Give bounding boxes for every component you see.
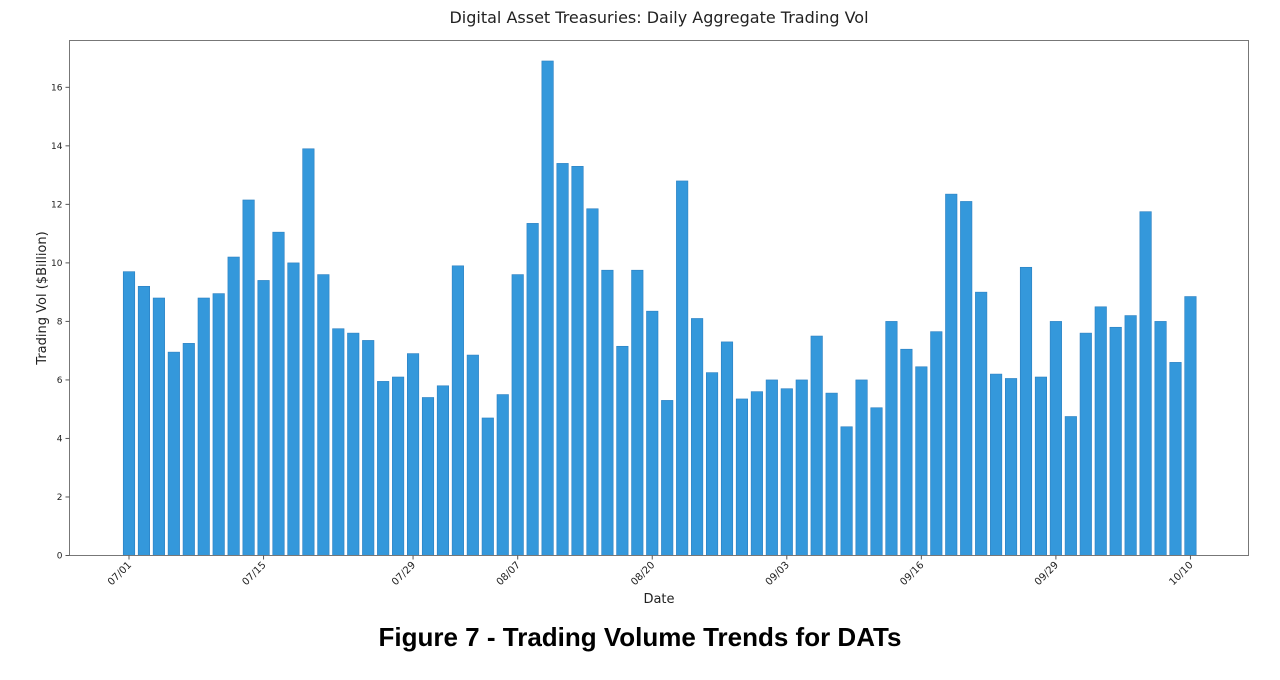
bar — [780, 388, 793, 556]
y-tick-label: 0 — [57, 552, 63, 562]
bar — [212, 293, 225, 556]
bar — [750, 391, 763, 556]
figure-caption: Figure 7 - Trading Volume Trends for DAT… — [378, 622, 902, 652]
y-tick-label: 6 — [57, 376, 63, 386]
y-tick-label: 4 — [57, 434, 63, 444]
bar — [272, 231, 285, 556]
bar — [795, 379, 808, 556]
x-tick-label: 09/16 — [898, 560, 926, 588]
bar — [705, 372, 719, 556]
plot-frame — [69, 40, 1249, 556]
bar — [197, 297, 210, 556]
bar — [840, 426, 853, 556]
x-tick-label: 09/29 — [1033, 560, 1061, 588]
bar — [810, 335, 823, 556]
bar — [362, 340, 375, 556]
bar-chart: Digital Asset Treasuries: Daily Aggregat… — [35, 8, 1249, 607]
bar — [182, 343, 195, 556]
bar — [1109, 326, 1122, 556]
bar — [137, 285, 150, 556]
bar — [1094, 306, 1107, 556]
bar — [421, 397, 435, 556]
bar — [556, 163, 569, 556]
bar — [302, 148, 315, 556]
bar — [377, 381, 390, 556]
x-tick-label: 07/29 — [390, 560, 418, 588]
bar — [1079, 332, 1092, 556]
bar — [1184, 296, 1197, 556]
y-axis-label: Trading Vol ($Billion) — [35, 231, 50, 365]
bar — [1049, 321, 1062, 556]
bar — [1169, 362, 1182, 556]
bar — [765, 379, 778, 556]
y-tick-label: 2 — [57, 493, 63, 503]
bar — [332, 328, 345, 556]
y-tick-label: 14 — [51, 142, 63, 152]
bar — [631, 269, 644, 556]
bar — [242, 199, 255, 556]
x-tick-label: 09/03 — [764, 560, 792, 588]
bar — [347, 332, 360, 556]
bar — [870, 407, 883, 556]
bar — [541, 60, 554, 556]
bar — [601, 269, 614, 556]
bar — [586, 208, 599, 556]
y-axis: 0 2 4 6 8 10 12 14 16 — [51, 83, 70, 562]
bar — [960, 201, 973, 556]
bar — [1004, 378, 1018, 556]
bar — [735, 398, 749, 556]
bar — [257, 280, 270, 556]
bar — [616, 345, 629, 556]
bar — [661, 400, 674, 556]
bar — [287, 262, 300, 556]
x-tick-label: 08/07 — [495, 560, 523, 588]
bar — [1019, 266, 1033, 556]
bar — [451, 265, 464, 556]
x-tick-label: 08/20 — [629, 560, 657, 588]
bar — [930, 331, 943, 556]
bar — [152, 297, 165, 556]
bar — [571, 166, 584, 556]
bar — [406, 353, 420, 556]
x-tick-label: 10/10 — [1167, 560, 1195, 588]
bar — [392, 376, 405, 556]
bar — [227, 256, 240, 556]
bar — [945, 193, 958, 556]
y-tick-label: 16 — [51, 83, 63, 93]
bar — [1124, 315, 1137, 556]
y-tick-label: 10 — [51, 259, 63, 269]
bars-group — [122, 60, 1197, 556]
bar — [1064, 416, 1077, 556]
bar — [122, 271, 136, 556]
bar — [466, 354, 479, 556]
bar — [720, 341, 734, 556]
x-tick-label: 07/15 — [241, 560, 269, 588]
bar — [900, 348, 913, 556]
chart-title: Digital Asset Treasuries: Daily Aggregat… — [449, 8, 868, 27]
bar — [855, 379, 868, 556]
bar — [167, 351, 180, 556]
bar — [990, 373, 1003, 556]
x-axis-label: Date — [643, 592, 674, 607]
bar — [436, 385, 450, 556]
x-tick-label: 07/01 — [106, 560, 134, 588]
bar — [885, 321, 898, 556]
bar — [825, 392, 838, 556]
bar — [511, 274, 524, 556]
bar — [317, 274, 330, 556]
bar — [1139, 211, 1152, 556]
bar — [975, 291, 988, 556]
y-tick-label: 8 — [57, 317, 63, 327]
bar — [1034, 376, 1047, 556]
bar — [691, 318, 704, 556]
bar — [1154, 321, 1167, 556]
bar — [481, 417, 494, 556]
x-axis: 07/01 07/15 07/29 08/07 08/20 09/03 09/16 09/29… — [106, 555, 1196, 588]
bar — [496, 394, 509, 556]
bar — [915, 366, 928, 556]
bar — [646, 310, 659, 556]
y-tick-label: 12 — [51, 200, 62, 210]
bar — [676, 180, 689, 556]
bar — [526, 223, 539, 556]
